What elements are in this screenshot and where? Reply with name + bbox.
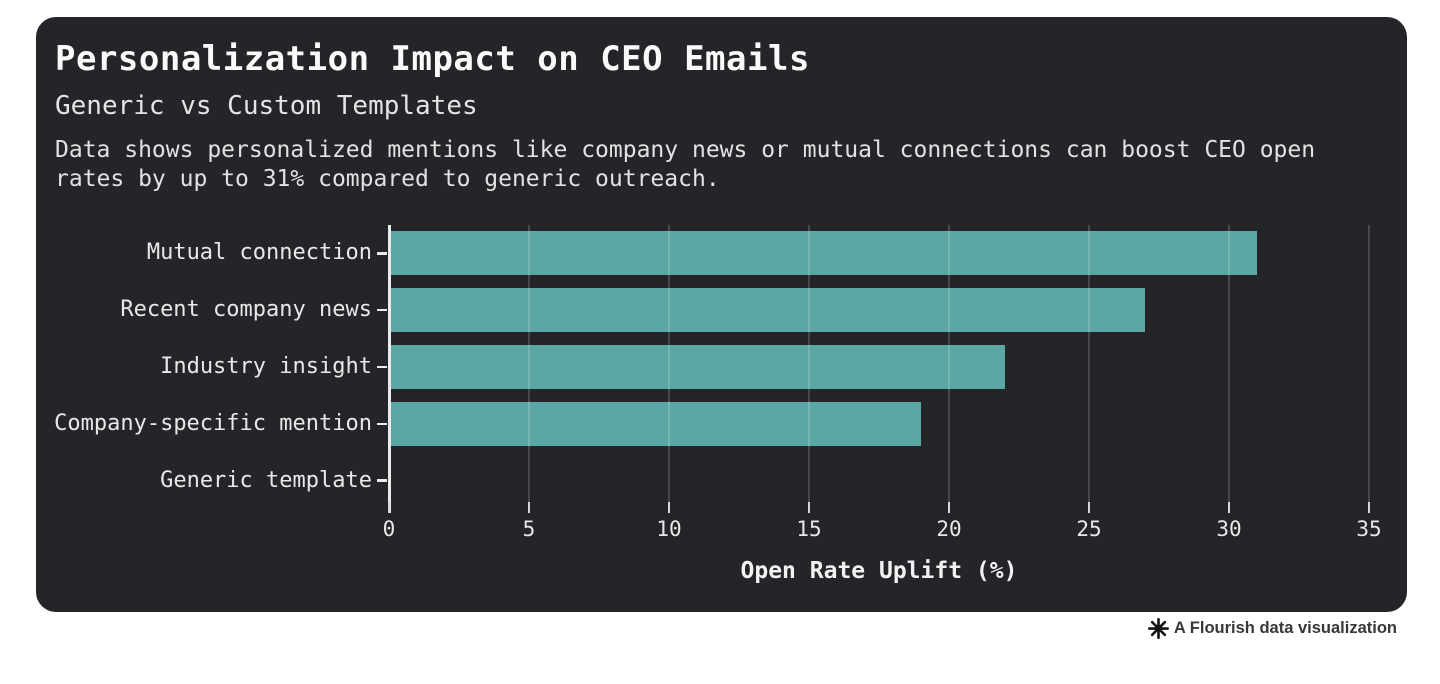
gridline xyxy=(808,225,810,505)
flourish-attribution-link[interactable]: A Flourish data visualization xyxy=(1147,618,1397,639)
x-tick-label: 35 xyxy=(1356,517,1382,541)
x-tick-label: 15 xyxy=(796,517,822,541)
x-axis-tick xyxy=(387,502,391,513)
chart-card: Personalization Impact on CEO Emails Gen… xyxy=(36,17,1407,612)
category-tick xyxy=(377,365,387,369)
x-tick-label: 10 xyxy=(656,517,682,541)
category-tick xyxy=(377,479,387,482)
category-label: Recent company news xyxy=(120,297,372,323)
y-axis-line xyxy=(388,225,391,513)
category-label: Company-specific mention xyxy=(54,410,372,436)
chart-subtitle: Generic vs Custom Templates xyxy=(55,91,478,121)
category-tick xyxy=(377,422,387,426)
x-tick-label: 25 xyxy=(1076,517,1102,541)
x-axis-tick xyxy=(1227,502,1231,513)
x-tick-label: 0 xyxy=(382,517,396,541)
flourish-asterisk-icon xyxy=(1147,618,1169,639)
category-tick xyxy=(377,252,387,255)
x-axis-tick xyxy=(1367,502,1371,513)
x-axis-tick xyxy=(1087,502,1091,513)
chart-title: Personalization Impact on CEO Emails xyxy=(55,39,810,79)
x-tick-label: 5 xyxy=(522,517,536,541)
category-label: Mutual connection xyxy=(146,240,372,266)
gridline xyxy=(1368,225,1370,505)
plot-area: Mutual connection Recent company news Indu… xyxy=(54,225,1382,545)
gridline xyxy=(528,225,530,505)
bar xyxy=(389,288,1145,333)
gridline xyxy=(948,225,950,505)
category-tick xyxy=(377,308,387,312)
x-axis-tick xyxy=(807,502,811,513)
category-label: Generic template xyxy=(160,467,372,493)
x-axis-tick xyxy=(947,502,951,513)
gridline xyxy=(668,225,670,505)
gridline xyxy=(1228,225,1230,505)
gridline xyxy=(1088,225,1090,505)
x-axis-title: Open Rate Uplift (%) xyxy=(740,558,1018,584)
x-axis-tick xyxy=(527,502,531,513)
bar xyxy=(389,345,1005,389)
x-axis-tick xyxy=(667,502,671,513)
bar xyxy=(389,231,1257,276)
bar xyxy=(389,401,921,446)
attribution-label: A Flourish data visualization xyxy=(1173,619,1397,637)
x-tick-label: 20 xyxy=(936,517,962,541)
x-tick-label: 30 xyxy=(1216,517,1242,541)
category-label: Industry insight xyxy=(160,354,372,379)
chart-description: Data shows personalized mentions like co… xyxy=(55,137,1316,192)
